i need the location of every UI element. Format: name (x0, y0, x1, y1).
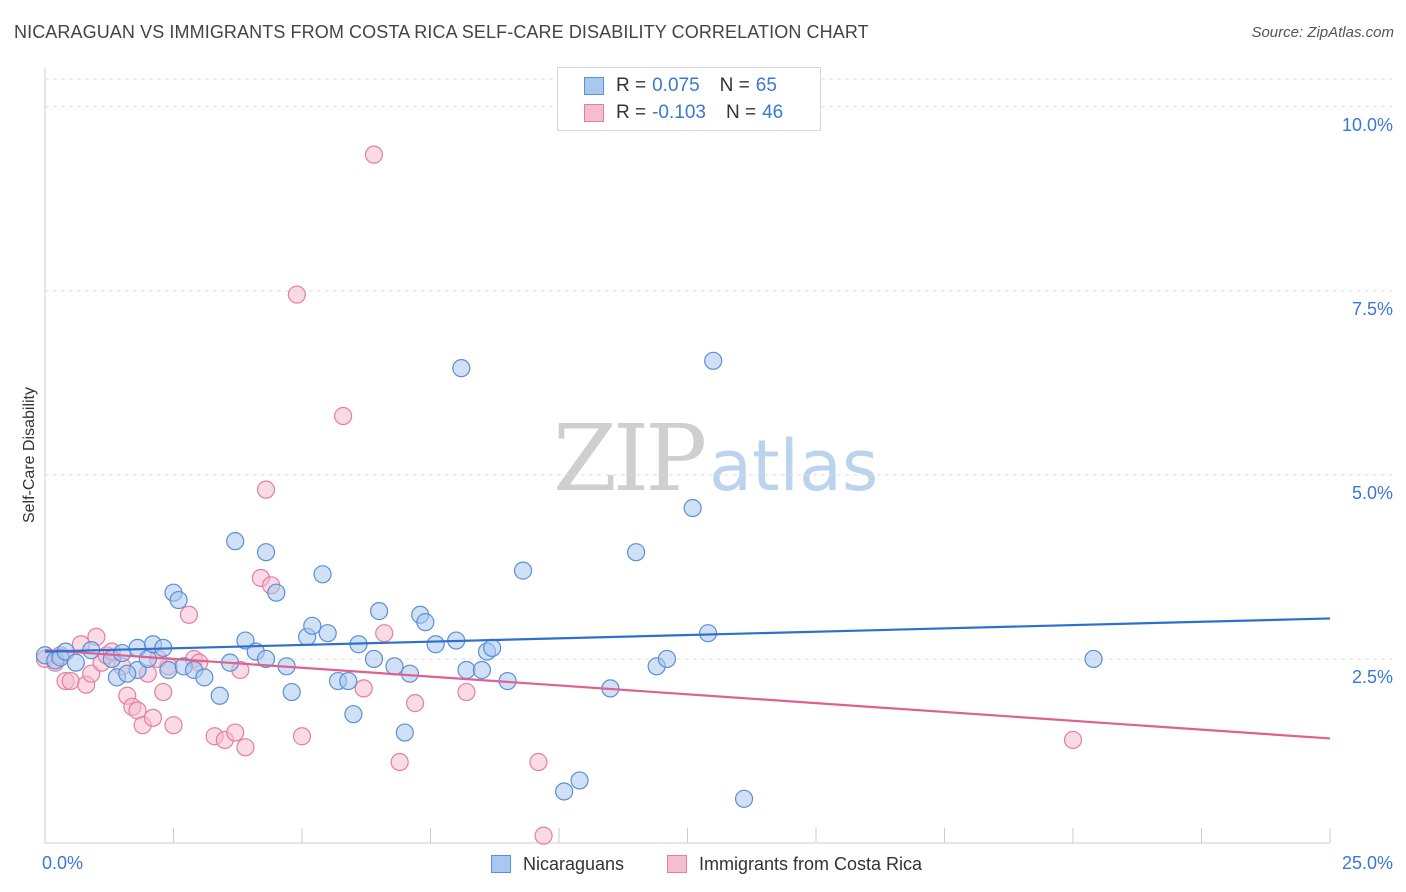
nicaraguan-point (226, 532, 245, 551)
costa-rica-point (143, 708, 163, 727)
nicaraguan-point (370, 601, 389, 621)
chart-title: NICARAGUAN VS IMMIGRANTS FROM COSTA RICA… (14, 22, 869, 42)
legend-n-value: 46 (762, 102, 784, 123)
nicaraguan-point (159, 660, 178, 680)
nicaraguan-point (734, 789, 754, 808)
nicaraguan-point (195, 668, 214, 687)
nicaraguan-point (169, 590, 188, 610)
nicaraguan-point (267, 583, 286, 602)
legend-r-label: R = (616, 75, 647, 96)
legend-n-value: 65 (755, 75, 777, 96)
nicaraguan-point (698, 624, 718, 643)
tick-labels: 2.5% 5.0% 7.5% 10.0% 0.0% 25.0% (42, 115, 1393, 873)
nicaraguan-point (364, 649, 384, 669)
nicaraguan-point (570, 771, 589, 790)
legend-r-label: R = (616, 102, 647, 123)
y-tick-label: 7.5% (1352, 299, 1393, 319)
legend-row-costa-rica: R = -0.103 N = 46 (584, 100, 783, 126)
nicaraguan-point (513, 561, 533, 580)
costa-rica-point (179, 605, 199, 624)
nicaraguan-point (66, 653, 85, 672)
costa-rica-point (405, 694, 425, 713)
nicaraguan-point (344, 705, 363, 724)
nicaraguan-trend-line (44, 617, 1331, 653)
nicaraguan-point (256, 649, 276, 669)
series-costa-rica-points (35, 145, 1083, 845)
costa-rica-point (256, 480, 276, 499)
nicaraguan-point (1084, 649, 1103, 669)
costa-rica-point (226, 723, 245, 742)
bottom-legend-swatch-blue (491, 855, 511, 873)
nicaraguan-point (303, 616, 322, 635)
nicaraguan-point (704, 351, 723, 370)
nicaraguan-point (416, 613, 435, 632)
bottom-legend-costa-rica: Immigrants from Costa Rica (667, 851, 922, 877)
source-label: Source: ZipAtlas.com (1251, 24, 1394, 41)
costa-rica-point (61, 671, 80, 691)
legend-swatch-pink (584, 104, 604, 122)
legend: R = 0.075 N = 65 R = -0.103 N = 46 (557, 67, 821, 131)
legend-n-label: N = (719, 75, 750, 96)
nicaraguan-point (483, 638, 502, 658)
nicaraguan-point (657, 649, 677, 669)
legend-n-label: N = (725, 102, 757, 123)
watermark: ZIPatlas (553, 405, 878, 512)
costa-rica-point (457, 682, 476, 702)
nicaraguan-point (555, 782, 574, 801)
nicaraguan-point (112, 643, 132, 663)
nicaraguan-point (282, 682, 301, 702)
grid (45, 78, 1392, 660)
nicaraguan-point (385, 657, 404, 676)
costa-rica-point (1063, 730, 1083, 750)
costa-rica-point (354, 679, 373, 698)
nicaraguan-point (318, 624, 337, 643)
legend-row-nicaraguans: R = 0.075 N = 65 (584, 73, 777, 99)
legend-r-value: 0.075 (652, 75, 700, 96)
x-tick-label: 25.0% (1342, 853, 1393, 873)
axes (44, 68, 1331, 844)
nicaraguan-point (256, 543, 276, 562)
costa-rica-point (529, 752, 548, 772)
nicaraguan-point (426, 635, 445, 654)
nicaraguan-point (395, 723, 414, 742)
watermark-atlas: atlas (709, 425, 879, 507)
series-nicaraguans-points (35, 351, 1103, 808)
x-tick-label: 0.0% (42, 853, 83, 873)
costa-rica-point (390, 752, 409, 772)
bottom-legend-label: Nicaraguans (523, 853, 625, 874)
costa-rica-point (292, 727, 312, 746)
watermark-zip: ZIP (553, 405, 707, 512)
nicaraguan-point (452, 359, 471, 378)
nicaraguan-point (118, 664, 137, 683)
costa-rica-point (236, 738, 255, 757)
costa-rica-point (164, 716, 183, 735)
costa-rica-point (364, 145, 384, 164)
y-tick-label: 10.0% (1342, 115, 1393, 135)
y-tick-label: 5.0% (1352, 483, 1393, 503)
legend-swatch-blue (584, 77, 604, 95)
nicaraguan-point (339, 671, 358, 691)
nicaraguan-point (626, 543, 646, 562)
nicaraguan-point (210, 686, 229, 705)
costa-rica-point (334, 406, 353, 426)
bottom-legend-swatch-pink (667, 855, 687, 873)
costa-rica-point (534, 826, 553, 845)
bottom-legend-label: Immigrants from Costa Rica (699, 853, 923, 874)
costa-rica-trend-line (44, 649, 1331, 740)
nicaraguan-point (313, 565, 332, 584)
legend-r-value: -0.103 (652, 102, 706, 123)
trend-lines (44, 617, 1331, 740)
nicaraguan-point (472, 660, 491, 680)
nicaraguan-point (400, 664, 420, 683)
bottom-legend-nicaraguans: Nicaraguans (491, 851, 624, 877)
costa-rica-point (287, 285, 306, 304)
nicaraguan-point (457, 660, 476, 680)
costa-rica-point (154, 682, 173, 702)
costa-rica-point (375, 624, 394, 643)
y-tick-label: 2.5% (1352, 667, 1393, 687)
nicaraguan-point (683, 498, 702, 518)
